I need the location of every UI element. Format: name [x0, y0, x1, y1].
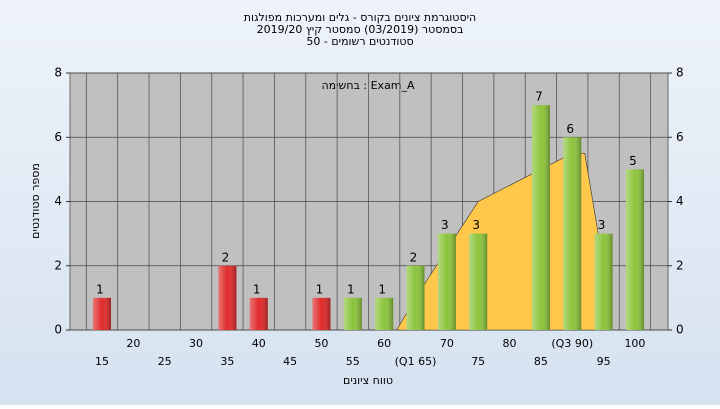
- y-tick-label: 0: [54, 323, 62, 337]
- y2-tick-label: 4: [676, 194, 684, 208]
- bar-shade: [469, 233, 488, 330]
- x-tick-label: 35: [220, 355, 234, 368]
- y-tick-label: 4: [54, 194, 62, 208]
- value-label: 1: [96, 282, 104, 296]
- value-label: 5: [629, 154, 637, 168]
- title-line: בסמסטר (03/2019) סמסטר קיץ 2019/20: [257, 23, 464, 36]
- x-tick-label: 80: [503, 337, 517, 350]
- x-tick-label: 40: [252, 337, 266, 350]
- value-label: 2: [222, 250, 230, 264]
- y-tick-label: 8: [54, 66, 62, 80]
- value-label: 3: [598, 218, 606, 232]
- x-axis-label: טווח ציונים: [343, 374, 393, 387]
- value-label: 1: [347, 282, 355, 296]
- y-tick-label: 2: [54, 258, 62, 272]
- bar-shade: [343, 297, 362, 330]
- x-tick-label: 55: [346, 355, 360, 368]
- value-label: 3: [441, 218, 449, 232]
- value-label: 6: [566, 122, 574, 136]
- x-tick-label: 95: [597, 355, 611, 368]
- x-tick-label: 30: [189, 337, 203, 350]
- y2-tick-label: 8: [676, 66, 684, 80]
- y-axis-label: מספר סטודנטים: [29, 163, 42, 239]
- bar-shade: [625, 169, 644, 330]
- bar-shade: [375, 297, 394, 330]
- bar-shade: [249, 297, 268, 330]
- x-tick-label: 15: [95, 355, 109, 368]
- x-tick-label: (Q1 65): [395, 355, 437, 368]
- title-line: סטודנטים רשומים - 50: [306, 35, 413, 48]
- bar-shade: [531, 105, 550, 330]
- x-tick-label: 60: [377, 337, 391, 350]
- bar-shade: [563, 137, 582, 330]
- x-tick-label: 20: [126, 337, 140, 350]
- x-tick-label: 85: [534, 355, 548, 368]
- x-tick-label: 50: [314, 337, 328, 350]
- y2-tick-label: 2: [676, 258, 684, 272]
- value-label: 1: [378, 282, 386, 296]
- x-tick-label: (Q3 90): [551, 337, 593, 350]
- bar-shade: [437, 233, 456, 330]
- x-tick-label: 70: [440, 337, 454, 350]
- bar-shade: [312, 297, 331, 330]
- x-tick-label: 45: [283, 355, 297, 368]
- y2-tick-label: 6: [676, 130, 684, 144]
- bar-shade: [594, 233, 613, 330]
- x-tick-label: 75: [471, 355, 485, 368]
- x-tick-label: 25: [158, 355, 172, 368]
- bar-shade: [93, 297, 111, 330]
- value-label: 2: [410, 250, 418, 264]
- value-label: 1: [316, 282, 324, 296]
- y2-tick-label: 0: [676, 323, 684, 337]
- value-label: 1: [253, 282, 261, 296]
- value-label: 7: [535, 90, 543, 104]
- bar-shade: [218, 265, 237, 330]
- title-line: היסטוגרמת ציונים בקורס - גלים ומערכות מפ…: [244, 11, 476, 24]
- x-tick-label: 100: [624, 337, 645, 350]
- value-label: 3: [472, 218, 480, 232]
- y-tick-label: 6: [54, 130, 62, 144]
- bar-shade: [406, 265, 425, 330]
